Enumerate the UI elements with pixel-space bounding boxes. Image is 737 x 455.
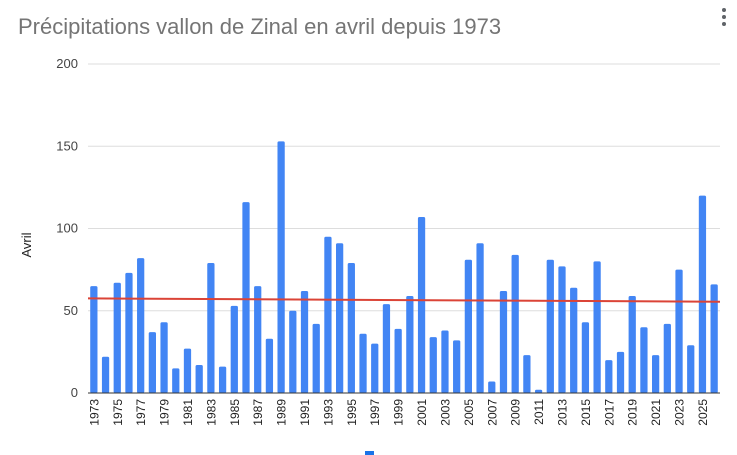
bar — [218, 366, 227, 393]
bar — [464, 259, 472, 393]
bar — [616, 351, 625, 393]
bar — [125, 272, 133, 393]
bar — [382, 304, 391, 393]
x-tick-label: 2025 — [696, 399, 710, 426]
x-tick-label: 2001 — [415, 399, 429, 426]
x-tick-label: 2023 — [673, 399, 687, 426]
bar — [652, 355, 660, 393]
x-tick-label: 2013 — [556, 399, 570, 426]
more-options-icon[interactable] — [718, 6, 730, 30]
bar — [488, 381, 496, 393]
bar — [523, 355, 531, 393]
legend-marker — [365, 451, 374, 455]
bar — [511, 254, 519, 393]
bar — [406, 295, 414, 393]
y-axis-label: Avril — [19, 232, 34, 257]
bar — [183, 348, 192, 393]
bar — [417, 216, 426, 393]
chart-title: Précipitations vallon de Zinal en avril … — [18, 14, 502, 39]
x-tick-label: 2017 — [602, 399, 616, 426]
x-tick-label: 1975 — [111, 399, 125, 426]
x-tick-label: 1995 — [345, 399, 359, 426]
bar — [546, 259, 554, 393]
bar — [499, 291, 508, 393]
bar — [172, 368, 180, 393]
bar — [441, 330, 449, 393]
bar — [394, 328, 402, 393]
x-tick-label: 2019 — [626, 399, 640, 426]
bar — [453, 340, 461, 393]
bar — [663, 323, 671, 393]
x-tick-label: 1999 — [392, 399, 406, 426]
bar — [137, 258, 145, 393]
bar — [289, 310, 297, 393]
x-tick-label: 2015 — [579, 399, 593, 426]
bar — [160, 322, 168, 393]
bar — [265, 338, 274, 393]
bar — [312, 323, 320, 393]
bar — [698, 195, 707, 393]
bar — [90, 286, 98, 393]
bar — [148, 332, 156, 393]
bar — [113, 282, 121, 393]
x-tick-label: 1985 — [228, 399, 242, 426]
x-tick-label: 1989 — [275, 399, 289, 426]
bar — [628, 295, 636, 393]
bar — [558, 266, 566, 393]
bar — [300, 291, 309, 393]
bar — [675, 269, 683, 393]
bar — [640, 327, 648, 393]
bar — [359, 333, 367, 393]
bar — [429, 337, 437, 393]
y-tick-label: 150 — [56, 138, 78, 153]
bar — [277, 141, 285, 393]
bar — [207, 263, 215, 393]
bar — [254, 286, 262, 393]
bar — [687, 345, 695, 393]
bar — [710, 284, 718, 393]
x-tick-label: 1993 — [321, 399, 335, 426]
bar — [581, 322, 590, 393]
bar — [476, 243, 484, 393]
bar — [336, 243, 344, 393]
y-tick-label: 100 — [56, 221, 78, 236]
x-tick-label: 1979 — [158, 399, 172, 426]
x-tick-label: 2007 — [485, 399, 499, 426]
bar — [230, 305, 238, 393]
bar — [347, 263, 355, 393]
bar — [605, 360, 613, 393]
x-tick-label: 2005 — [462, 399, 476, 426]
x-tick-label: 2011 — [532, 399, 546, 425]
x-tick-label: 1983 — [204, 399, 218, 426]
x-tick-label: 2021 — [649, 399, 663, 426]
bar — [593, 261, 601, 393]
y-tick-label: 200 — [56, 56, 78, 71]
bar — [195, 365, 203, 393]
x-tick-label: 2009 — [509, 399, 523, 426]
x-tick-label: 1981 — [181, 399, 195, 426]
bar — [242, 202, 250, 393]
bar — [101, 356, 110, 393]
bar — [371, 343, 379, 393]
y-tick-label: 0 — [71, 385, 78, 400]
x-tick-label: 1987 — [251, 399, 265, 426]
bar — [570, 287, 578, 393]
bar — [534, 389, 543, 393]
x-tick-label: 1991 — [298, 399, 312, 426]
x-tick-label: 1977 — [134, 399, 148, 426]
x-tick-label: 1973 — [87, 399, 101, 426]
y-tick-label: 50 — [64, 303, 78, 318]
bar — [324, 236, 332, 393]
x-tick-label: 2003 — [438, 399, 452, 426]
x-tick-label: 1997 — [368, 399, 382, 426]
trendline — [87, 297, 721, 303]
